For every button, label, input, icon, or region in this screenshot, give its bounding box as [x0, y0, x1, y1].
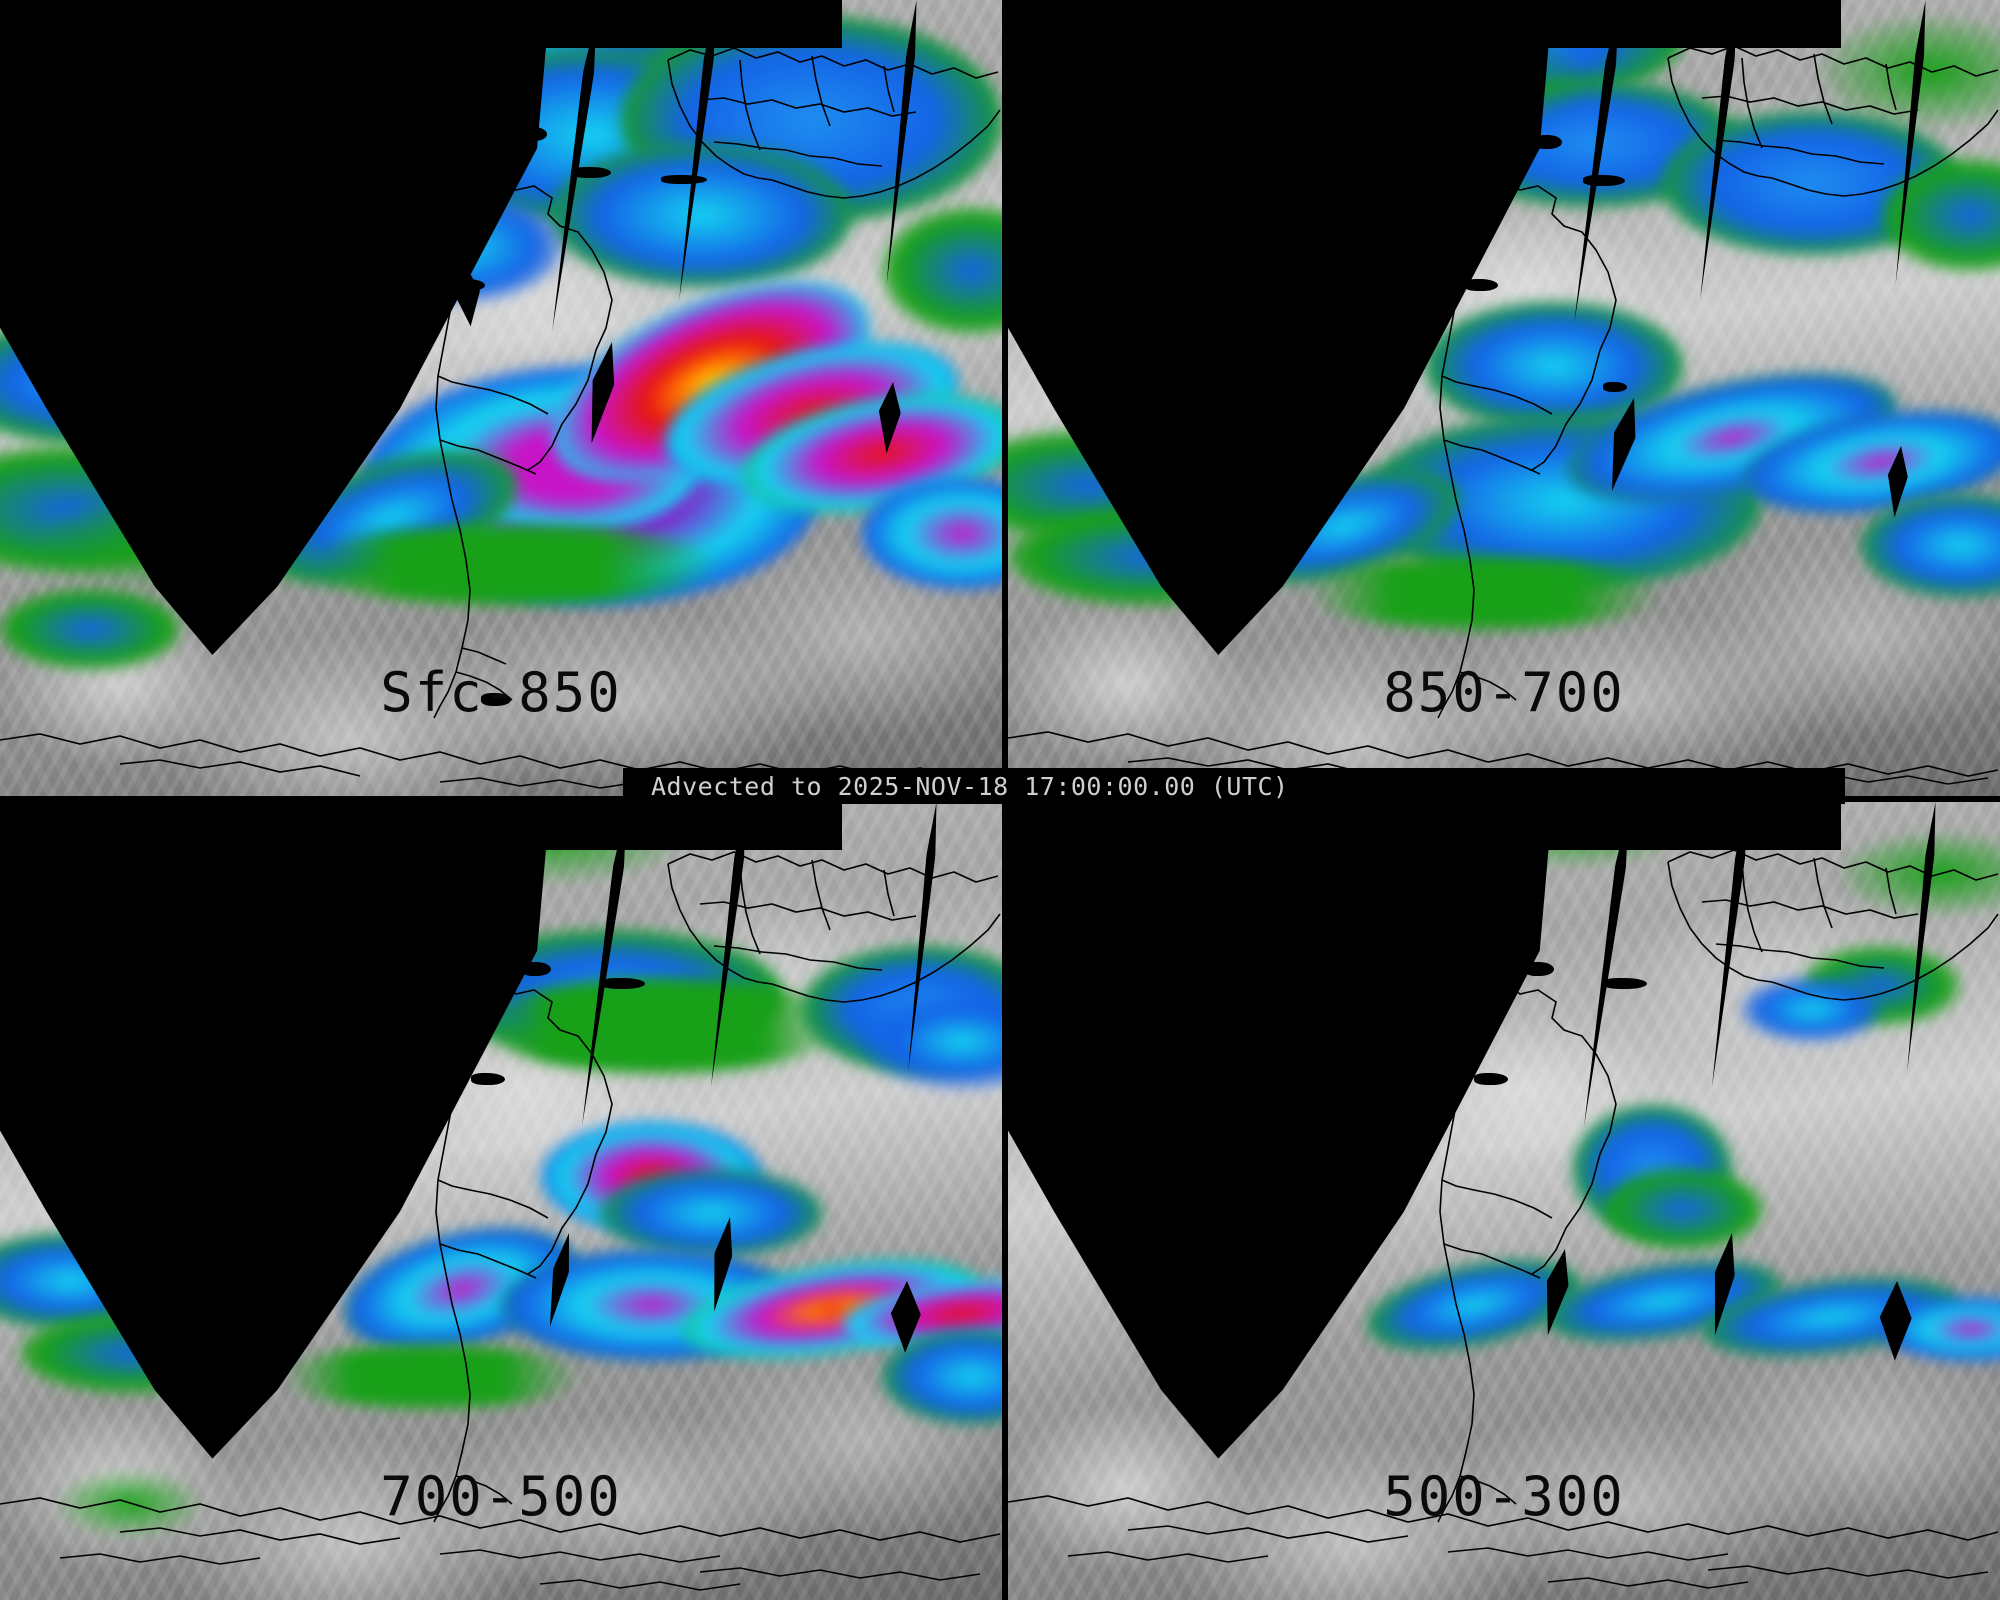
terrain-speck: [1583, 175, 1626, 187]
terrain-speck: [1603, 382, 1628, 393]
terrain-speck: [450, 278, 485, 291]
timestamp-text: Advected to 2025-NOV-18 17:00:00.00 (UTC…: [651, 771, 1289, 801]
panel-imagery: [0, 802, 1002, 1600]
terrain-speck: [601, 977, 646, 989]
terrain-speck: [521, 127, 548, 142]
terrain-speck: [571, 167, 612, 179]
terrain-speck: [521, 961, 552, 976]
panel-500-300[interactable]: 500-300: [1008, 802, 2000, 1600]
terrain-speck: [1464, 278, 1499, 291]
terrain-speck: [480, 692, 511, 706]
panel-imagery: [1008, 0, 2000, 796]
terrain-speck: [1533, 135, 1562, 150]
panel-sfc-850[interactable]: Sfc-850: [0, 0, 1002, 796]
panel-imagery: [1008, 802, 2000, 1600]
terrain-speck: [1603, 977, 1648, 989]
timestamp-banner: Advected to 2025-NOV-18 17:00:00.00 (UTC…: [623, 768, 1845, 804]
panel-700-500[interactable]: 700-500: [0, 802, 1002, 1600]
panel-imagery: [0, 0, 1002, 796]
terrain-speck: [661, 175, 708, 185]
terrain-speck: [1523, 961, 1554, 976]
panel-850-700[interactable]: 850-700: [1008, 0, 2000, 796]
